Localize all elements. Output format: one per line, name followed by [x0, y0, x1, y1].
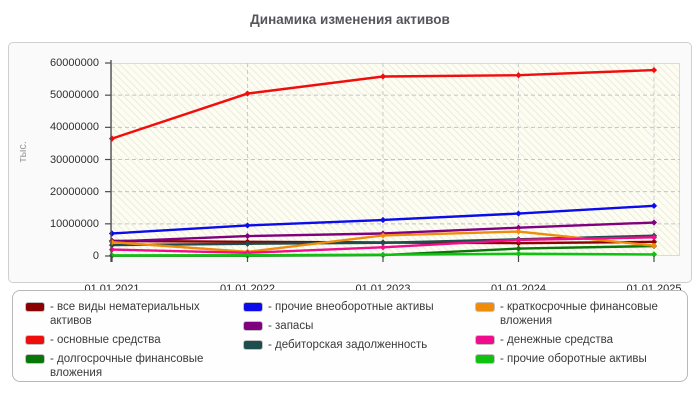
- legend-swatch: [243, 302, 263, 312]
- legend-item: - краткосрочные финансовые вложения: [475, 300, 681, 328]
- legend-item: - основные средства: [25, 333, 243, 347]
- series-marker-4: [244, 232, 251, 240]
- legend-swatch: [25, 354, 45, 364]
- series-marker-1: [379, 73, 387, 80]
- series-marker-8: [650, 251, 658, 258]
- series-marker-0: [650, 238, 658, 245]
- chart-panel: тыс. 60000000 50000000 40000000 30000000 200…: [8, 42, 692, 295]
- series-marker-5: [379, 239, 387, 246]
- legend-column-3: - краткосрочные финансовые вложения - ден…: [475, 300, 681, 381]
- chart-legend: - все виды нематериальных активов - основ…: [12, 290, 688, 382]
- y-tick-label: 0: [92, 250, 99, 262]
- series-marker-0: [515, 240, 522, 247]
- series-marker-7: [108, 246, 116, 253]
- legend-label: - долгосрочные финансовые вложения: [50, 353, 204, 379]
- legend-item: - дебиторская задолженность: [243, 338, 475, 352]
- y-axis-tick-labels: 60000000 50000000 40000000 30000000 20000000…: [27, 57, 99, 266]
- series-marker-3: [108, 230, 116, 237]
- legend-label: - денежные средства: [500, 334, 614, 346]
- y-tick-label: 60000000: [50, 57, 99, 69]
- y-tick-label: 40000000: [50, 121, 99, 134]
- chart-title: Динамика изменения активов: [250, 12, 450, 27]
- series-marker-3: [515, 210, 522, 217]
- legend-label: - основные средства: [50, 334, 161, 346]
- legend-item: - запасы: [243, 319, 475, 333]
- legend-swatch: [475, 302, 495, 312]
- legend-label: - запасы: [268, 320, 314, 332]
- y-tick-label: 50000000: [50, 89, 99, 102]
- legend-label: - прочие внеоборотные активы: [268, 301, 434, 313]
- legend-swatch: [25, 302, 45, 312]
- legend-item: - прочие внеоборотные активы: [243, 300, 475, 314]
- legend-swatch: [475, 354, 495, 364]
- legend-swatch: [475, 335, 495, 345]
- series-marker-7: [650, 234, 658, 241]
- legend-label: - дебиторская задолженность: [268, 339, 428, 351]
- series-marker-1: [515, 72, 522, 79]
- legend-swatch: [25, 335, 45, 345]
- series-marker-6: [515, 228, 522, 235]
- y-tick-label: 20000000: [50, 185, 99, 198]
- y-tick-label: 30000000: [50, 153, 99, 166]
- legend-item: - долгосрочные финансовые вложения: [25, 352, 243, 380]
- series-marker-8: [379, 251, 387, 258]
- series-marker-4: [515, 224, 522, 231]
- y-tick-label: 10000000: [50, 217, 99, 230]
- series-marker-7: [515, 236, 522, 244]
- legend-column-2: - прочие внеоборотные активы - запасы - де…: [243, 300, 475, 381]
- legend-item: - денежные средства: [475, 333, 681, 347]
- series-marker-7: [379, 244, 387, 251]
- series-marker-5: [244, 240, 251, 247]
- series-marker-1: [108, 135, 116, 142]
- legend-column-1: - все виды нематериальных активов - основ…: [25, 300, 243, 381]
- legend-item: - все виды нематериальных активов: [25, 300, 243, 328]
- series-marker-6: [379, 232, 387, 239]
- legend-label: - краткосрочные финансовые вложения: [500, 301, 658, 327]
- legend-label: - все виды нематериальных активов: [50, 301, 200, 327]
- series-marker-3: [379, 216, 387, 224]
- series-marker-3: [244, 222, 251, 229]
- legend-swatch: [243, 321, 263, 331]
- legend-label: - прочие оборотные активы: [500, 353, 647, 365]
- series-marker-1: [244, 90, 251, 97]
- line-chart: [105, 60, 680, 262]
- series-marker-6: [650, 242, 658, 249]
- plot-area: [101, 60, 683, 266]
- series-marker-8: [515, 250, 522, 257]
- legend-item: - прочие оборотные активы: [475, 352, 681, 366]
- legend-swatch: [243, 340, 263, 350]
- series-marker-1: [650, 66, 658, 74]
- series-marker-4: [650, 219, 658, 226]
- series-marker-3: [650, 202, 658, 209]
- series-marker-2: [515, 245, 522, 252]
